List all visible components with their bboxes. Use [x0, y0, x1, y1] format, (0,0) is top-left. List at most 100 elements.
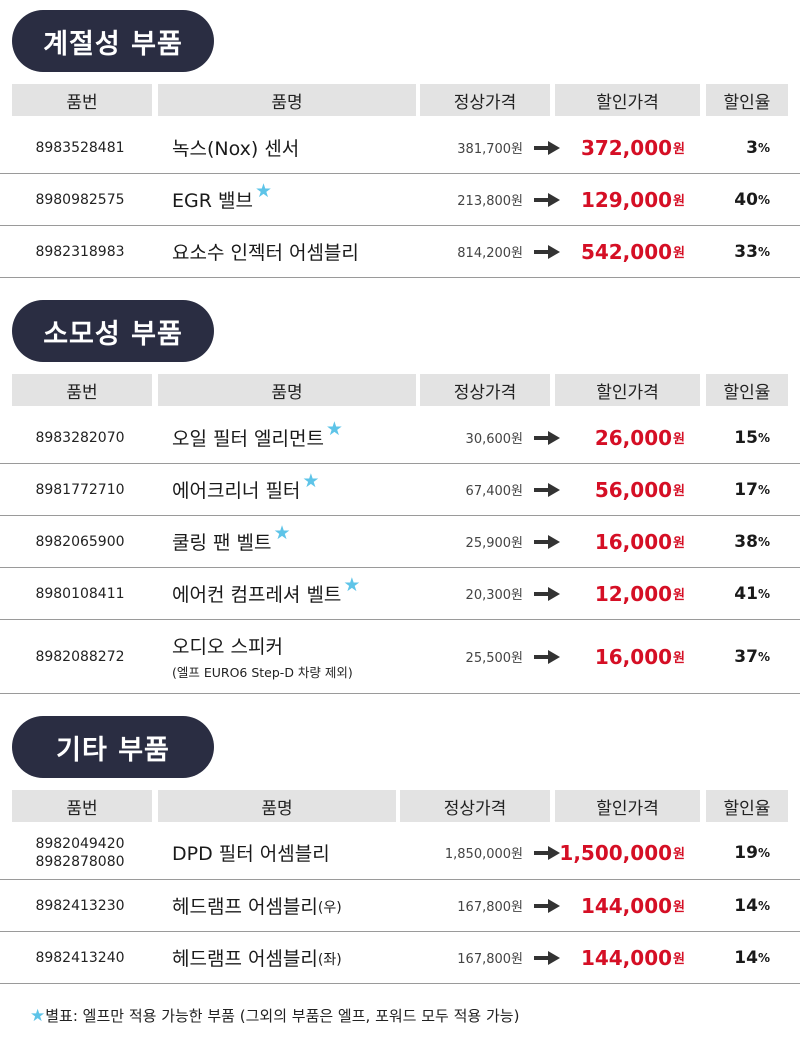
arrow-right-icon — [533, 464, 561, 515]
sale-price: 56,000 원 — [595, 464, 685, 515]
discount-rate: 33% — [734, 226, 770, 277]
part-number-value: 8982318983 — [35, 243, 125, 260]
arrow-right-icon — [533, 620, 561, 693]
column-header: 할인율 — [706, 790, 788, 822]
part-name-line: 녹스(Nox) 센서 — [172, 134, 299, 161]
arrow-right-icon — [533, 932, 561, 983]
discount-rate-value: 14 — [734, 895, 758, 916]
column-header: 정상가격 — [420, 84, 550, 116]
part-name: 요소수 인젝터 어셈블리 — [172, 226, 422, 277]
discount-rate-unit: % — [757, 845, 770, 860]
part-name-text: 쿨링 팬 벨트 — [172, 532, 272, 554]
table-row: 8982049420 8982878080 DPD 필터 어셈블리 1,850,000… — [0, 826, 800, 880]
column-header: 할인가격 — [555, 790, 700, 822]
part-name-text: 에어컨 컴프레셔 벨트 — [172, 584, 342, 606]
part-number-value: 8982413240 — [35, 949, 125, 966]
part-name: 에어컨 컴프레셔 벨트 ★ — [172, 568, 422, 619]
part-number-value: 8980108411 — [35, 585, 125, 602]
arrow-right-icon — [533, 122, 561, 173]
sale-price-unit: 원 — [673, 952, 685, 967]
column-header: 할인가격 — [555, 84, 700, 116]
sale-price-value: 12,000 — [594, 581, 673, 606]
sale-price-unit: 원 — [673, 142, 685, 157]
part-name-text: 요소수 인젝터 어셈블리 — [172, 242, 359, 264]
star-icon: ★ — [343, 574, 361, 596]
table-row: 8980982575 EGR 밸브 ★ 213,800원 129,000 원 40% — [0, 174, 800, 226]
part-name-line: 요소수 인젝터 어셈블리 — [172, 238, 359, 265]
table-row: 8982318983 요소수 인젝터 어셈블리 814,200원 542,000 원 33… — [0, 226, 800, 278]
part-name-text: 에어크리너 필터 — [172, 480, 301, 502]
sale-price: 372,000 원 — [581, 122, 685, 173]
discount-rate: 3% — [746, 122, 770, 173]
discount-rate-unit: % — [757, 649, 770, 664]
part-note: (엘프 EURO6 Step-D 차량 제외) — [172, 665, 353, 680]
arrow-right-icon — [533, 826, 561, 879]
part-name-text: 오일 필터 엘리먼트 — [172, 428, 324, 450]
discount-rate-unit: % — [757, 534, 770, 549]
arrow-right-icon — [533, 226, 561, 277]
table-row: 8981772710 에어크리너 필터 ★ 67,400원 56,000 원 17% — [0, 464, 800, 516]
part-name-text: 녹스(Nox) 센서 — [172, 138, 300, 160]
part-name-text: 헤드램프 어셈블리 — [172, 896, 318, 918]
arrow-right-icon — [533, 568, 561, 619]
sale-price-value: 144,000 — [580, 945, 673, 970]
sale-price: 26,000 원 — [595, 412, 685, 463]
column-header: 정상가격 — [400, 790, 550, 822]
section-title: 기타 부품 — [12, 716, 214, 778]
sale-price: 12,000 원 — [595, 568, 685, 619]
section-title: 소모성 부품 — [12, 300, 214, 362]
part-number: 8980982575 — [10, 174, 150, 225]
sale-price-unit: 원 — [673, 847, 685, 862]
discount-rate-value: 37 — [734, 646, 758, 667]
part-number: 8982318983 — [10, 226, 150, 277]
discount-rate: 41% — [734, 568, 770, 619]
part-number-value: 8982088272 — [35, 648, 125, 665]
sale-price: 16,000 원 — [595, 516, 685, 567]
column-header: 품번 — [12, 84, 152, 116]
footnote-text: 별표: 엘프만 적용 가능한 부품 (그외의 부품은 엘프, 포워드 모두 적용… — [45, 1007, 520, 1025]
star-icon: ★ — [254, 180, 272, 202]
arrow-right-icon — [533, 880, 561, 931]
sale-price-value: 56,000 — [594, 477, 673, 502]
part-number-value: 8981772710 — [35, 481, 125, 498]
column-header: 정상가격 — [420, 374, 550, 406]
sale-price-unit: 원 — [673, 194, 685, 209]
star-icon: ★ — [325, 418, 343, 440]
part-number-value: 8982878080 — [35, 853, 125, 870]
discount-rate: 17% — [734, 464, 770, 515]
regular-price: 167,800원 — [457, 952, 523, 967]
part-name: 헤드램프 어셈블리 (우) — [172, 880, 422, 931]
sale-price-unit: 원 — [673, 246, 685, 261]
part-name-text: DPD 필터 어셈블리 — [172, 843, 330, 865]
part-number-value: 8982049420 — [35, 835, 125, 852]
discount-rate: 14% — [734, 880, 770, 931]
discount-rate-unit: % — [757, 192, 770, 207]
discount-rate: 14% — [734, 932, 770, 983]
regular-price: 381,700원 — [457, 142, 523, 157]
table-row: 8982413240 헤드램프 어셈블리 (좌) 167,800원 144,000 원 14… — [0, 932, 800, 984]
column-header: 품명 — [158, 84, 416, 116]
part-number: 8980108411 — [10, 568, 150, 619]
table-row: 8980108411 에어컨 컴프레셔 벨트 ★ 20,300원 12,000 원 41% — [0, 568, 800, 620]
part-name-line: 에어컨 컴프레셔 벨트 ★ — [172, 574, 360, 607]
arrow-right-icon — [533, 174, 561, 225]
part-name-line: DPD 필터 어셈블리 — [172, 839, 330, 866]
sale-price: 144,000 원 — [581, 880, 685, 931]
sale-price-value: 1,500,000 — [559, 840, 673, 865]
discount-rate-unit: % — [757, 898, 770, 913]
part-number: 8982413230 — [10, 880, 150, 931]
part-number: 8982088272 — [10, 620, 150, 693]
column-header: 품번 — [12, 790, 152, 822]
part-name-side: (우) — [317, 900, 342, 916]
regular-price: 20,300원 — [465, 588, 523, 603]
part-name: 쿨링 팬 벨트 ★ — [172, 516, 422, 567]
sale-price: 542,000 원 — [581, 226, 685, 277]
sale-price-unit: 원 — [673, 536, 685, 551]
star-icon: ★ — [302, 470, 320, 492]
sale-price-value: 16,000 — [594, 644, 673, 669]
sale-price-unit: 원 — [673, 588, 685, 603]
sale-price: 129,000 원 — [581, 174, 685, 225]
sale-price-unit: 원 — [673, 900, 685, 915]
discount-rate-unit: % — [757, 244, 770, 259]
part-number: 8981772710 — [10, 464, 150, 515]
